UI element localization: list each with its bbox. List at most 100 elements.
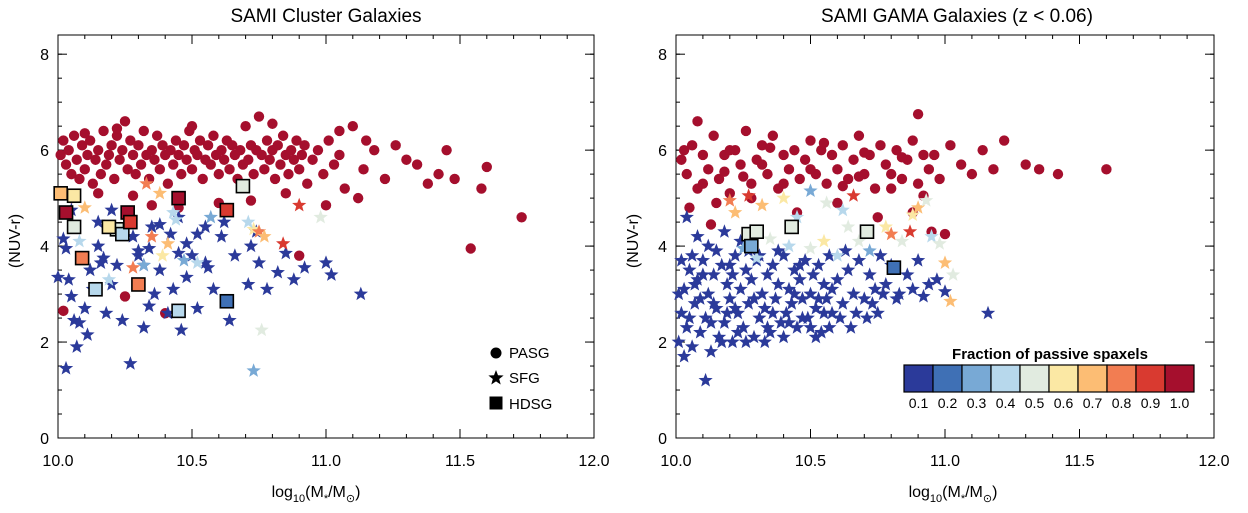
sfg-point: [698, 310, 713, 325]
pasg-point: [264, 154, 275, 165]
sfg-point: [867, 281, 883, 296]
sfg-point: [701, 238, 716, 253]
pasg-point: [955, 159, 967, 170]
sfg-point: [203, 209, 218, 224]
sfg-point: [816, 233, 832, 248]
sfg-point: [822, 248, 837, 262]
pasg-point: [735, 159, 746, 170]
sfg-point: [765, 305, 780, 320]
pasg-point: [859, 147, 870, 158]
hdsg-point: [66, 188, 82, 204]
pasg-point: [369, 144, 380, 156]
sfg-point: [763, 231, 778, 245]
pasg-point: [891, 144, 902, 156]
sfg-point: [679, 320, 694, 334]
sfg-point: [693, 291, 708, 305]
pasg-point: [259, 164, 270, 175]
sfg-point: [254, 322, 269, 337]
pasg-point: [872, 212, 883, 223]
pasg-point: [119, 291, 131, 302]
sfg-point: [779, 305, 794, 320]
x-tick-label: 12.0: [578, 453, 609, 470]
sfg-point: [943, 293, 958, 308]
sfg-point: [96, 250, 111, 265]
symbol-legend: PASG SFG HDSG: [488, 345, 552, 413]
sfg-point: [147, 286, 162, 301]
colorbar-cell: [961, 364, 992, 393]
sfg-point: [142, 241, 157, 255]
pasg-point: [157, 140, 168, 151]
pasg-point: [799, 154, 811, 165]
pasg-point: [261, 135, 273, 146]
sfg-point: [69, 339, 84, 353]
sfg-point: [217, 214, 232, 229]
pasg-point: [821, 178, 832, 189]
pasg-point: [805, 135, 816, 146]
sfg-point: [838, 243, 853, 257]
sfg-point: [64, 289, 79, 303]
sfg-point: [830, 272, 845, 286]
sfg-point: [803, 241, 818, 255]
sfg-point: [843, 320, 858, 334]
pasg-point: [684, 202, 695, 213]
pasg-point: [697, 178, 709, 189]
sfg-point: [190, 226, 205, 241]
sfg-point: [720, 305, 735, 320]
sfg-point: [819, 291, 834, 305]
pasg-point: [767, 130, 779, 141]
colorbar-cell: [903, 364, 934, 393]
sfg-point: [324, 267, 339, 281]
pasg-point: [194, 135, 206, 146]
sfg-point: [77, 200, 92, 214]
pasg-point: [312, 144, 324, 156]
pasg-point: [74, 173, 85, 185]
pasg-point: [778, 178, 789, 189]
sfg-point: [682, 310, 697, 325]
hdsg-point: [101, 219, 117, 235]
pasg-point: [93, 144, 104, 156]
sfg-point: [803, 183, 818, 197]
sfg-point: [911, 253, 926, 267]
sfg-point: [757, 334, 772, 349]
pasg-point: [713, 173, 725, 185]
pasg-point: [449, 173, 460, 185]
pasg-point: [130, 168, 141, 180]
pasg-point: [361, 135, 372, 146]
y-axis-label: (NUV-r): [7, 214, 24, 268]
sfg-point: [873, 248, 888, 262]
pasg-point: [853, 130, 865, 141]
sfg-point: [142, 298, 157, 313]
pasg-point: [441, 144, 452, 156]
sfg-point: [93, 255, 108, 269]
sfg-point: [733, 281, 748, 296]
sfg-point: [276, 236, 291, 250]
pasg-point: [68, 130, 80, 141]
sfg-point: [174, 322, 189, 337]
sfg-point: [318, 255, 334, 269]
sfg-point: [865, 296, 880, 310]
pasg-point: [789, 144, 800, 156]
sfg-point: [99, 305, 114, 320]
pasg-point: [832, 164, 843, 175]
pasg-point: [411, 159, 423, 170]
sfg-point: [687, 277, 702, 291]
sfg-point: [722, 257, 737, 272]
sfg-point: [50, 269, 66, 284]
sfg-point: [862, 243, 877, 257]
pasg-point: [216, 144, 227, 156]
sfg-point: [91, 214, 106, 229]
pasg-point: [95, 168, 107, 180]
pasg-point: [977, 144, 988, 156]
pasg-point: [186, 164, 198, 175]
y-tick-label: 2: [40, 335, 49, 352]
pasg-point: [886, 168, 897, 180]
pasg-point: [869, 183, 881, 194]
sfg-point: [685, 339, 700, 353]
x-tick-label: 10.0: [660, 453, 691, 470]
pasg-point: [465, 243, 476, 254]
pasg-point: [84, 135, 96, 146]
legend-circle-marker: [490, 347, 502, 359]
sfg-point: [246, 363, 261, 377]
sfg-point: [741, 296, 756, 310]
pasg-point: [318, 168, 329, 180]
